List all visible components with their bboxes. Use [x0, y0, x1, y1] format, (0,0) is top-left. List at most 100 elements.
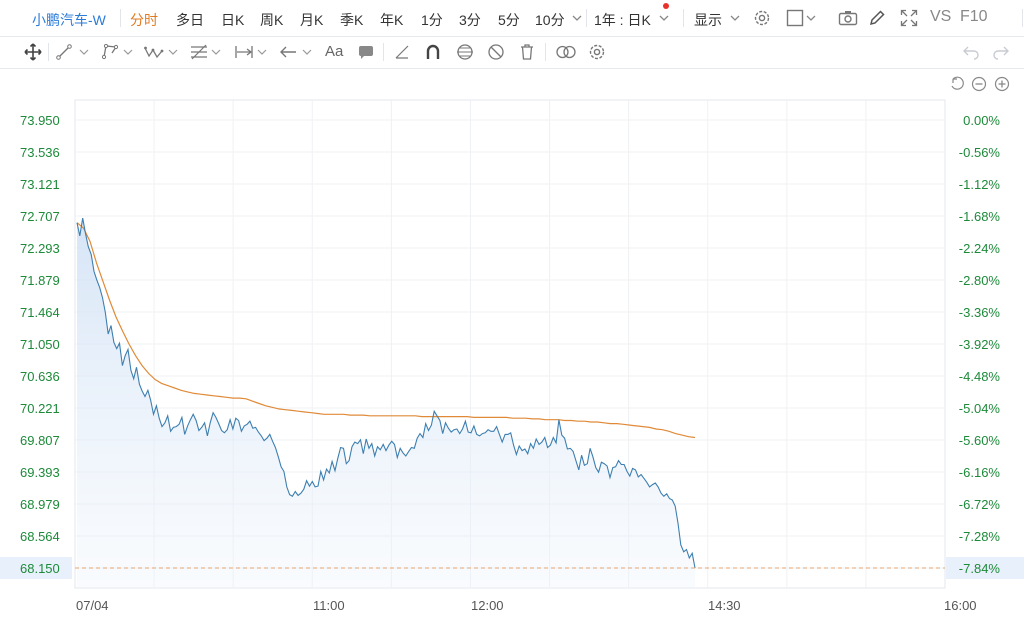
zoom-in-icon[interactable]: [994, 76, 1010, 92]
measure-tool-icon[interactable]: [234, 44, 254, 60]
y-tick-label: 72.293: [20, 241, 60, 256]
y-tick-label: 68.979: [20, 497, 60, 512]
pencil-icon[interactable]: [868, 9, 886, 27]
pct-tick-label: 0.00%: [963, 113, 1000, 128]
settings-icon[interactable]: [753, 9, 771, 27]
comment-tool-icon[interactable]: [357, 44, 375, 60]
tab-daily-k[interactable]: 日K: [221, 12, 245, 28]
price-area-fill: [77, 218, 695, 588]
chevron-down-icon[interactable]: [302, 47, 312, 57]
undo-icon[interactable]: [962, 44, 980, 60]
divider: [683, 9, 684, 27]
x-tick-label: 12:00: [471, 598, 504, 613]
tab-intraday[interactable]: 分时: [130, 12, 158, 28]
pct-tick-label: -5.60%: [958, 433, 1000, 448]
lock-drawings-icon[interactable]: [455, 43, 475, 61]
camera-icon[interactable]: [838, 9, 858, 27]
period-toolbar: 小鹏汽车-W 分时 多日 日K 周K 月K 季K 年K 1分 3分 5分 10分…: [0, 0, 1024, 37]
symbol-name[interactable]: 小鹏汽车-W: [32, 12, 106, 28]
chevron-down-icon[interactable]: [659, 13, 669, 23]
divider: [1022, 9, 1023, 27]
settings-icon[interactable]: [588, 43, 606, 61]
pct-tick-label: -1.12%: [958, 177, 1000, 192]
divider: [545, 43, 546, 61]
y-tick-label: 73.121: [20, 177, 60, 192]
y-tick-label: 72.707: [20, 209, 60, 224]
tab-3min[interactable]: 3分: [459, 12, 481, 28]
y-tick-label: 69.393: [20, 465, 60, 480]
zoom-out-icon[interactable]: [971, 76, 987, 92]
pct-tick-label: -6.16%: [958, 465, 1000, 480]
tab-yearly-k[interactable]: 年K: [380, 12, 404, 28]
last-change-highlight: [946, 557, 1024, 579]
vs-button[interactable]: VS: [930, 8, 952, 25]
chevron-down-icon[interactable]: [211, 47, 221, 57]
chevron-down-icon[interactable]: [572, 13, 582, 23]
pct-tick-label: -3.92%: [958, 337, 1000, 352]
divider: [120, 9, 121, 27]
chevron-down-icon[interactable]: [806, 13, 816, 23]
fib-tool-icon[interactable]: [190, 44, 208, 60]
y-tick-label: 70.636: [20, 369, 60, 384]
tab-10min[interactable]: 10分: [535, 12, 565, 28]
chevron-down-icon[interactable]: [123, 47, 133, 57]
average-price-line: [76, 222, 696, 439]
period-select[interactable]: 1年 : 日K: [594, 12, 651, 28]
move-icon[interactable]: [24, 43, 42, 61]
last-change-label: -7.84%: [958, 561, 1000, 576]
square-style-icon[interactable]: [786, 9, 804, 27]
pct-tick-label: -2.80%: [958, 273, 1000, 288]
arrow-tool-icon[interactable]: [279, 44, 297, 60]
tab-1min[interactable]: 1分: [421, 12, 443, 28]
pct-tick-label: -5.04%: [958, 401, 1000, 416]
x-tick-label: 16:00: [944, 598, 977, 613]
pct-tick-label: -0.56%: [958, 145, 1000, 160]
y-tick-label: 73.950: [20, 113, 60, 128]
divider: [383, 43, 384, 61]
notification-dot: [663, 3, 669, 9]
magnet-icon[interactable]: [424, 43, 442, 61]
f10-button[interactable]: F10: [960, 8, 988, 25]
pct-tick-label: -7.28%: [958, 529, 1000, 544]
y-tick-label: 71.464: [20, 305, 60, 320]
y-tick-label: 70.221: [20, 401, 60, 416]
ruler-icon[interactable]: [394, 44, 410, 60]
price-line: [76, 218, 696, 569]
y-tick-label: 73.536: [20, 145, 60, 160]
x-tick-label: 11:00: [313, 598, 345, 613]
hide-drawings-icon[interactable]: [487, 43, 505, 61]
chevron-down-icon[interactable]: [79, 47, 89, 57]
y-tick-label: 68.564: [20, 529, 60, 544]
pct-tick-label: -4.48%: [958, 369, 1000, 384]
last-price-highlight: [0, 557, 72, 579]
tab-weekly-k[interactable]: 周K: [260, 12, 284, 28]
chevron-down-icon[interactable]: [168, 47, 178, 57]
tab-quarterly-k[interactable]: 季K: [340, 12, 364, 28]
text-tool-icon[interactable]: Aa: [325, 43, 344, 60]
pct-tick-label: -3.36%: [958, 305, 1000, 320]
date-label: 07/04: [76, 598, 109, 613]
link-icon[interactable]: [555, 44, 577, 60]
redo-icon[interactable]: [992, 44, 1010, 60]
y-tick-label: 71.050: [20, 337, 60, 352]
divider: [586, 9, 587, 27]
pct-tick-label: -6.72%: [958, 497, 1000, 512]
fullscreen-icon[interactable]: [900, 9, 918, 27]
tab-multi-day[interactable]: 多日: [176, 12, 204, 28]
wave-tool-icon[interactable]: [144, 44, 164, 60]
tab-monthly-k[interactable]: 月K: [300, 12, 324, 28]
tab-5min[interactable]: 5分: [498, 12, 520, 28]
delete-drawings-icon[interactable]: [519, 43, 535, 61]
reset-icon[interactable]: [949, 76, 965, 92]
last-price-label: 68.150: [20, 561, 60, 576]
chevron-down-icon[interactable]: [257, 47, 267, 57]
polyline-tool-icon[interactable]: [102, 44, 118, 60]
display-menu[interactable]: 显示: [694, 12, 722, 28]
line-tool-icon[interactable]: [56, 44, 72, 60]
divider: [48, 43, 49, 61]
pct-tick-label: -1.68%: [958, 209, 1000, 224]
chevron-down-icon[interactable]: [730, 13, 740, 23]
x-tick-label: 14:30: [708, 598, 741, 613]
